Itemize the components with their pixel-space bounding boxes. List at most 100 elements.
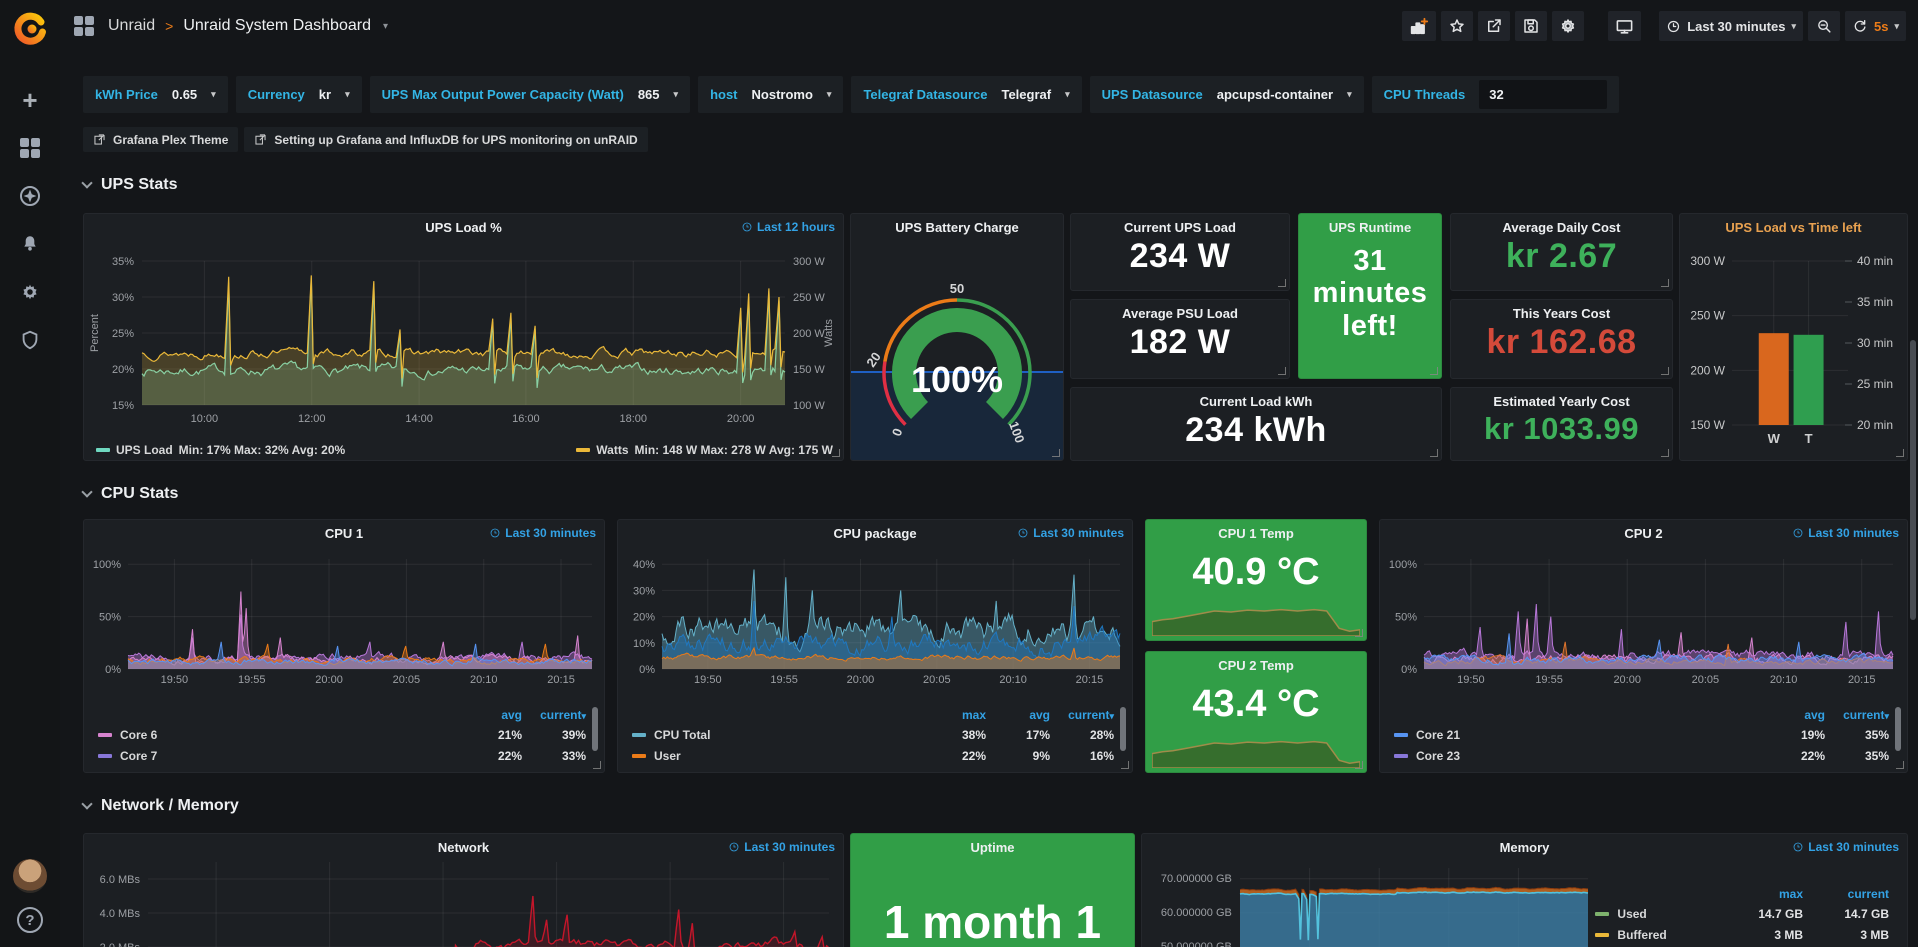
- legend-item-watts[interactable]: Watts Min: 148 W Max: 278 W Avg: 175 W: [576, 443, 833, 457]
- legend-sort-header[interactable]: current: [1847, 886, 1890, 901]
- variable-telegraf-datasource[interactable]: Telegraf Datasource Telegraf ▾: [851, 76, 1082, 113]
- legend-row-core-7[interactable]: Core 7 22% 33%: [98, 745, 586, 766]
- panel-time-override[interactable]: Last 30 minutes: [1792, 526, 1899, 540]
- grafana-logo-icon[interactable]: [11, 10, 49, 48]
- settings-gear-icon[interactable]: [1552, 11, 1585, 41]
- legend-sort-header[interactable]: current▾: [540, 707, 586, 722]
- legend-series-name[interactable]: UPS Load: [116, 443, 173, 457]
- variable-value[interactable]: 865: [637, 87, 660, 102]
- legend-row-buffered[interactable]: Buffered 3 MB 3 MB: [1595, 924, 1889, 945]
- section-network-memory[interactable]: Network / Memory: [81, 795, 1908, 816]
- legend-scrollbar[interactable]: [592, 707, 598, 751]
- configuration-gear-icon[interactable]: [0, 268, 60, 316]
- panel-time-override[interactable]: Last 30 minutes: [489, 526, 596, 540]
- legend-sort-header[interactable]: avg: [501, 707, 522, 722]
- legend-series-name[interactable]: Core 7: [120, 748, 158, 763]
- variable-ups-datasource[interactable]: UPS Datasource apcupsd-container ▾: [1089, 76, 1364, 113]
- legend-scrollbar[interactable]: [1120, 707, 1126, 751]
- stat-title[interactable]: Current UPS Load: [1124, 220, 1236, 235]
- time-range-picker[interactable]: Last 30 minutes ▾: [1659, 11, 1803, 41]
- panel-time-override[interactable]: Last 30 minutes: [728, 840, 835, 854]
- variable-value[interactable]: apcupsd-container: [1216, 87, 1334, 102]
- refresh-interval-label[interactable]: 5s: [1874, 18, 1889, 34]
- scrollbar-thumb[interactable]: [1910, 340, 1916, 620]
- panel-title[interactable]: Network: [437, 839, 490, 855]
- stat-title[interactable]: Average Daily Cost: [1502, 220, 1621, 235]
- breadcrumb-root[interactable]: Unraid: [108, 17, 156, 34]
- legend-series-name[interactable]: CPU Total: [654, 727, 711, 742]
- stat-title[interactable]: Current Load kWh: [1199, 394, 1313, 409]
- dashboard-grid-icon[interactable]: [74, 16, 94, 36]
- dashboard-title[interactable]: Unraid System Dashboard: [183, 17, 371, 34]
- cycle-view-monitor-icon[interactable]: [1608, 11, 1642, 41]
- stat-title[interactable]: CPU 1 Temp: [1218, 526, 1294, 541]
- legend-item-ups-load[interactable]: UPS Load Min: 17% Max: 32% Avg: 20%: [96, 443, 345, 457]
- stat-title[interactable]: Estimated Yearly Cost: [1493, 394, 1630, 409]
- legend-row-cpu-total[interactable]: CPU Total 38% 17% 28%: [632, 724, 1114, 745]
- variable-value[interactable]: kr: [318, 87, 332, 102]
- refresh-button[interactable]: 5s ▾: [1845, 11, 1906, 41]
- legend-series-name[interactable]: Used: [1617, 906, 1647, 921]
- legend-sort-header[interactable]: current▾: [1068, 707, 1114, 722]
- page-scrollbar[interactable]: [1909, 0, 1917, 947]
- panel-title[interactable]: UPS Battery Charge: [895, 219, 1019, 235]
- explore-compass-icon[interactable]: [0, 172, 60, 220]
- stat-title[interactable]: CPU 2 Temp: [1218, 658, 1294, 673]
- share-button[interactable]: [1478, 11, 1511, 41]
- dashboards-icon[interactable]: [0, 124, 60, 172]
- legend-row-used[interactable]: Used 14.7 GB 14.7 GB: [1595, 903, 1889, 924]
- star-button[interactable]: [1441, 11, 1474, 41]
- panel-time-override[interactable]: Last 30 minutes: [1017, 526, 1124, 540]
- variable-value[interactable]: 0.65: [171, 87, 198, 102]
- help-icon[interactable]: ?: [17, 907, 43, 933]
- variable-value[interactable]: Nostromo: [751, 87, 813, 102]
- stat-title[interactable]: Average PSU Load: [1122, 306, 1238, 321]
- server-admin-shield-icon[interactable]: [0, 316, 60, 364]
- zoom-out-button[interactable]: [1808, 11, 1840, 41]
- panel-title[interactable]: CPU 1: [324, 525, 364, 541]
- panel-time-override[interactable]: Last 30 minutes: [1792, 840, 1899, 854]
- legend-scrollbar[interactable]: [1895, 707, 1901, 751]
- panel-title[interactable]: CPU package: [833, 525, 917, 541]
- create-icon[interactable]: +: [22, 85, 38, 115]
- variable-input[interactable]: 32: [1479, 80, 1608, 109]
- variable-cpu-threads[interactable]: CPU Threads 32: [1371, 76, 1620, 113]
- panel-title[interactable]: Memory: [1499, 839, 1550, 855]
- link-grafana-plex-theme[interactable]: Grafana Plex Theme: [83, 127, 239, 152]
- panel-title[interactable]: CPU 2: [1624, 525, 1663, 541]
- panel-title[interactable]: UPS Load vs Time left: [1725, 219, 1862, 235]
- legend-row-core-23[interactable]: Core 23 22% 35%: [1394, 745, 1889, 766]
- legend-sort-header[interactable]: avg: [1804, 707, 1825, 722]
- legend-sort-header[interactable]: avg: [1029, 707, 1050, 722]
- legend-row-core-6[interactable]: Core 6 21% 39%: [98, 724, 586, 745]
- legend-sort-header[interactable]: max: [961, 707, 986, 722]
- legend-series-name[interactable]: Core 21: [1416, 727, 1461, 742]
- variable-currency[interactable]: Currency kr ▾: [235, 76, 362, 113]
- legend-row-core-21[interactable]: Core 21 19% 35%: [1394, 724, 1889, 745]
- save-button[interactable]: [1515, 11, 1548, 41]
- legend-row-user[interactable]: User 22% 9% 16%: [632, 745, 1114, 766]
- legend-series-name[interactable]: User: [654, 748, 681, 763]
- legend-series-name[interactable]: Core 6: [120, 727, 158, 742]
- legend-sort-header[interactable]: max: [1778, 886, 1804, 901]
- stat-title[interactable]: UPS Runtime: [1328, 220, 1412, 235]
- dashboard-title-caret-icon[interactable]: ▾: [382, 20, 388, 32]
- legend-sort-header[interactable]: current▾: [1843, 707, 1889, 722]
- user-avatar[interactable]: [13, 859, 47, 893]
- variable-ups-max-output-power-capacity-watt[interactable]: UPS Max Output Power Capacity (Watt) 865 ▾: [369, 76, 691, 113]
- link-ups-monitoring-guide[interactable]: Setting up Grafana and InfluxDB for UPS …: [244, 127, 648, 152]
- add-panel-button[interactable]: [1402, 11, 1437, 41]
- variable-value[interactable]: Telegraf: [1001, 87, 1052, 102]
- legend-series-name[interactable]: Buffered: [1617, 927, 1667, 942]
- section-cpu-stats[interactable]: CPU Stats: [81, 483, 1908, 504]
- section-ups-stats[interactable]: UPS Stats: [81, 174, 1908, 195]
- stat-title[interactable]: This Years Cost: [1512, 306, 1611, 321]
- panel-title[interactable]: UPS Load %: [425, 219, 502, 235]
- alerting-bell-icon[interactable]: [0, 220, 60, 268]
- legend-series-name[interactable]: Core 23: [1416, 748, 1461, 763]
- panel-time-override[interactable]: Last 12 hours: [741, 220, 835, 234]
- legend-series-name[interactable]: Watts: [596, 443, 629, 457]
- variable-kwh-price[interactable]: kWh Price 0.65 ▾: [83, 76, 228, 113]
- variable-host[interactable]: host Nostromo ▾: [698, 76, 844, 113]
- stat-title[interactable]: Uptime: [970, 840, 1015, 855]
